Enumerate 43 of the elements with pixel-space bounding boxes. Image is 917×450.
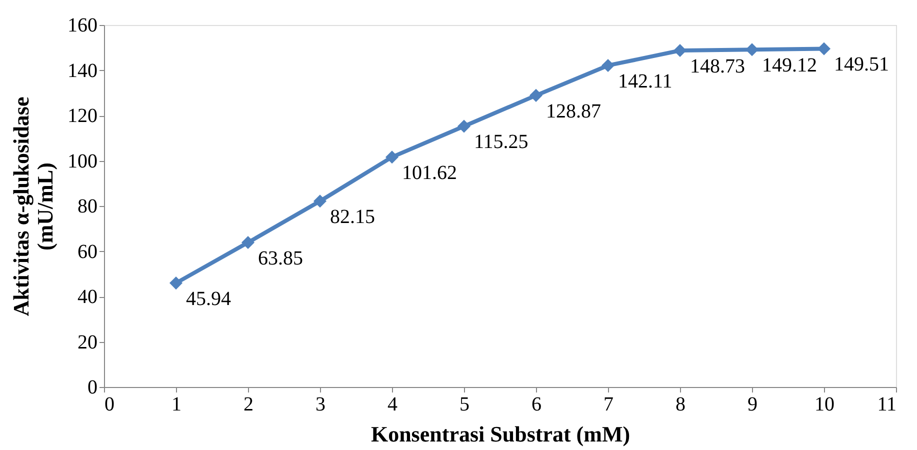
point — [169, 276, 183, 290]
y-tick-label: 100 — [68, 150, 98, 172]
data-label: 63.85 — [258, 248, 303, 270]
data-label: 115.25 — [474, 131, 528, 154]
x-tick-label: 9 — [748, 394, 758, 416]
y-tick-label: 160 — [68, 14, 98, 36]
data-label: 142.11 — [618, 70, 672, 92]
point — [817, 42, 831, 56]
data-label: 82.15 — [330, 206, 375, 228]
point — [673, 44, 687, 58]
x-tick-label: 8 — [676, 394, 686, 416]
x-tick-label: 5 — [460, 394, 470, 416]
y-tick-label: 0 — [88, 376, 98, 398]
y-tick-label: 20 — [78, 331, 98, 354]
y-tick-label: 80 — [78, 196, 98, 218]
x-axis-title: Konsentrasi Substrat (mM) — [370, 422, 630, 446]
y-axis-title: Aktivitas α-glukosidase (mU/mL) — [8, 96, 58, 316]
point — [241, 236, 255, 250]
data-label: 128.87 — [546, 100, 601, 122]
x-tick-label: 0 — [104, 394, 114, 416]
data-label: 149.12 — [762, 54, 817, 77]
point — [313, 194, 327, 208]
data-label: 45.94 — [186, 288, 231, 310]
x-tick-label: 1 — [172, 394, 182, 416]
y-tick-label: 60 — [78, 240, 98, 263]
y-tick-label: 40 — [78, 286, 98, 308]
x-tick-label: 11 — [877, 394, 896, 416]
point — [457, 120, 471, 133]
point — [601, 58, 615, 72]
point — [745, 43, 759, 56]
x-tick-label: 7 — [604, 394, 614, 416]
point — [385, 150, 399, 164]
x-tick-label: 3 — [316, 394, 326, 416]
data-label: 149.51 — [834, 54, 889, 76]
y-tick-label: 140 — [68, 60, 98, 82]
x-tick-label: 6 — [532, 394, 542, 416]
x-tick-label: 2 — [244, 394, 254, 416]
x-tick-label: 4 — [388, 394, 398, 416]
point — [529, 88, 543, 102]
data-label: 101.62 — [402, 162, 457, 184]
data-label: 148.73 — [690, 56, 745, 78]
y-tick-label: 120 — [68, 105, 98, 127]
x-tick-label: 10 — [814, 394, 834, 416]
